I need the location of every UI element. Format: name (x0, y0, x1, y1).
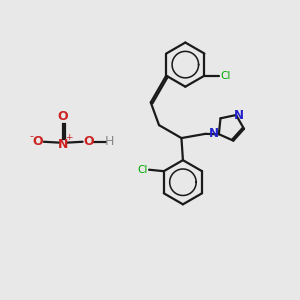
Text: H: H (105, 135, 114, 148)
Text: Cl: Cl (137, 165, 148, 175)
Text: N: N (58, 138, 68, 151)
Text: +: + (65, 133, 73, 142)
Text: N: N (208, 128, 218, 140)
Text: O: O (83, 135, 94, 148)
Text: Cl: Cl (221, 71, 231, 81)
Text: -: - (30, 131, 34, 141)
Text: O: O (32, 135, 43, 148)
Text: N: N (233, 109, 243, 122)
Text: O: O (58, 110, 68, 123)
